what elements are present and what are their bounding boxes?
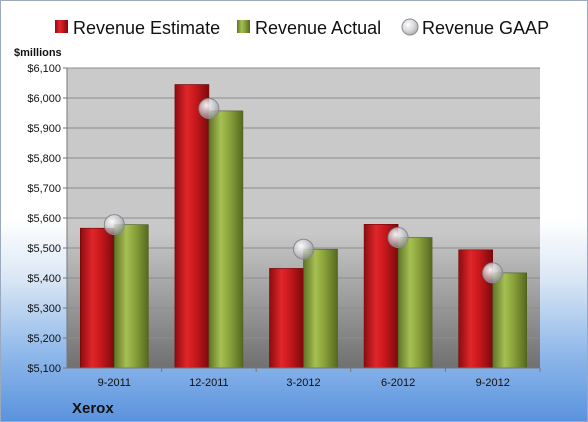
y-axis-unit-label: $millions bbox=[14, 47, 62, 59]
legend-swatch-revenue-estimate bbox=[55, 20, 68, 33]
y-tick-label: $6,000 bbox=[27, 93, 61, 105]
legend-label-revenue-estimate: Revenue Estimate bbox=[73, 18, 220, 38]
x-axis-ticks: 9-2011 12-2011 3-2012 6-2012 9-2012 bbox=[98, 368, 541, 389]
legend-label-revenue-actual: Revenue Actual bbox=[255, 18, 381, 38]
y-tick-label: $6,100 bbox=[27, 63, 61, 75]
bar-revenue-actual-3-2012 bbox=[303, 248, 338, 369]
y-tick-label: $5,700 bbox=[27, 183, 61, 195]
marker-revenue-gaap-3-2012 bbox=[293, 238, 314, 260]
marker-revenue-gaap-9-2011 bbox=[103, 214, 125, 236]
bar-revenue-actual-12-2011 bbox=[208, 110, 244, 369]
marker-revenue-gaap-9-2012 bbox=[482, 262, 504, 284]
x-tick-label: 12-2011 bbox=[189, 377, 229, 389]
bar-revenue-estimate-9-2011 bbox=[80, 227, 115, 369]
company-name: Xerox bbox=[72, 400, 114, 417]
bars bbox=[80, 84, 528, 369]
y-tick-label: $5,900 bbox=[27, 123, 61, 135]
legend-swatch-revenue-actual bbox=[237, 20, 250, 33]
bar-revenue-estimate-6-2012 bbox=[363, 224, 399, 369]
bar-revenue-estimate-12-2011 bbox=[174, 84, 210, 369]
y-tick-label: $5,600 bbox=[27, 213, 61, 225]
y-axis-ticks: $5,100 $5,200 $5,300 $5,400 $5,500 $5,600 $5,7… bbox=[27, 63, 67, 375]
x-tick-label: 6-2012 bbox=[381, 377, 415, 389]
legend-marker-revenue-gaap bbox=[401, 18, 419, 36]
gaap-markers bbox=[103, 98, 504, 284]
y-tick-label: $5,400 bbox=[27, 273, 61, 285]
y-tick-label: $5,200 bbox=[27, 333, 61, 345]
y-tick-label: $5,500 bbox=[27, 243, 61, 255]
y-tick-label: $5,100 bbox=[27, 363, 61, 375]
legend: Revenue Estimate Revenue Actual Revenue … bbox=[55, 18, 549, 38]
marker-revenue-gaap-12-2011 bbox=[198, 98, 220, 119]
bar-revenue-actual-9-2011 bbox=[114, 224, 149, 369]
y-tick-label: $5,300 bbox=[27, 303, 61, 315]
bar-revenue-actual-9-2012 bbox=[492, 272, 528, 369]
legend-label-revenue-gaap: Revenue GAAP bbox=[422, 18, 549, 38]
bar-revenue-actual-6-2012 bbox=[397, 237, 433, 369]
x-tick-label: 9-2012 bbox=[476, 377, 510, 389]
x-tick-label: 3-2012 bbox=[286, 377, 320, 389]
x-tick-label: 9-2011 bbox=[98, 377, 131, 389]
marker-revenue-gaap-6-2012 bbox=[387, 227, 409, 248]
y-tick-label: $5,800 bbox=[27, 153, 61, 165]
bar-revenue-estimate-3-2012 bbox=[269, 268, 304, 369]
